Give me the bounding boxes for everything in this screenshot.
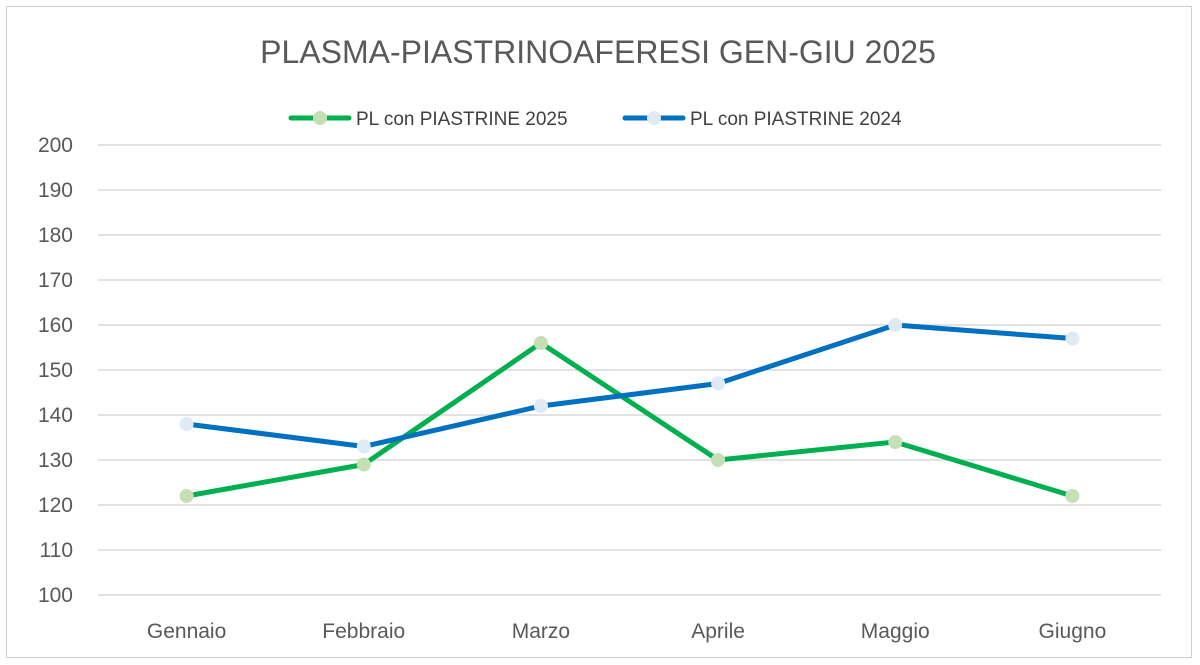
- data-point: [711, 376, 726, 391]
- legend-marker-2025: [313, 111, 327, 125]
- y-tick-label: 200: [38, 134, 73, 157]
- series-line-0: [184, 340, 1075, 499]
- x-tick-label: Febbraio: [322, 620, 405, 643]
- x-tick-label: Marzo: [512, 620, 570, 643]
- x-tick-label: Maggio: [861, 620, 930, 643]
- series-0: [179, 336, 1080, 503]
- x-axis-ticks: Gennaio Febbraio Marzo Aprile Maggio Giugno: [147, 620, 1106, 643]
- y-tick-label: 110: [40, 539, 73, 562]
- legend-label-2025: PL con PIASTRINE 2025: [356, 109, 568, 130]
- x-tick-label: Giugno: [1039, 620, 1107, 643]
- legend-label-2024: PL con PIASTRINE 2024: [690, 109, 902, 130]
- y-tick-label: 130: [38, 449, 73, 472]
- data-point: [1065, 489, 1080, 503]
- y-tick-label: 170: [38, 269, 73, 292]
- data-point: [179, 417, 194, 431]
- x-tick-label: Aprile: [691, 620, 745, 643]
- data-point: [179, 489, 194, 503]
- series-lines: [179, 318, 1080, 503]
- legend-marker-2024: [647, 111, 661, 125]
- y-tick-label: 190: [38, 179, 73, 202]
- y-tick-label: 160: [38, 314, 73, 337]
- data-point: [888, 435, 903, 449]
- y-tick-label: 140: [38, 404, 73, 427]
- chart-title: PLASMA-PIASTRINOAFERESI GEN-GIU 2025: [260, 34, 936, 70]
- series-line-1: [184, 322, 1075, 449]
- data-point: [888, 318, 903, 332]
- x-tick-label: Gennaio: [147, 620, 226, 643]
- data-point: [1065, 331, 1080, 346]
- y-axis-ticks: 100 110 120 130 140 150 160 170 180 190 200: [38, 134, 73, 607]
- y-tick-label: 180: [38, 224, 73, 247]
- series-1: [179, 318, 1080, 454]
- data-point: [533, 399, 548, 413]
- legend-item-series-2025: PL con PIASTRINE 2025: [288, 109, 568, 130]
- gridlines: [98, 144, 1161, 596]
- y-tick-label: 100: [38, 584, 73, 607]
- y-tick-label: 150: [38, 359, 73, 382]
- legend: PL con PIASTRINE 2025 PL con PIASTRINE 2…: [288, 109, 902, 130]
- data-point: [356, 457, 371, 472]
- legend-item-series-2024: PL con PIASTRINE 2024: [622, 109, 902, 130]
- data-point: [533, 336, 548, 350]
- y-tick-label: 120: [38, 494, 73, 517]
- data-point: [356, 439, 371, 454]
- data-point: [711, 453, 726, 467]
